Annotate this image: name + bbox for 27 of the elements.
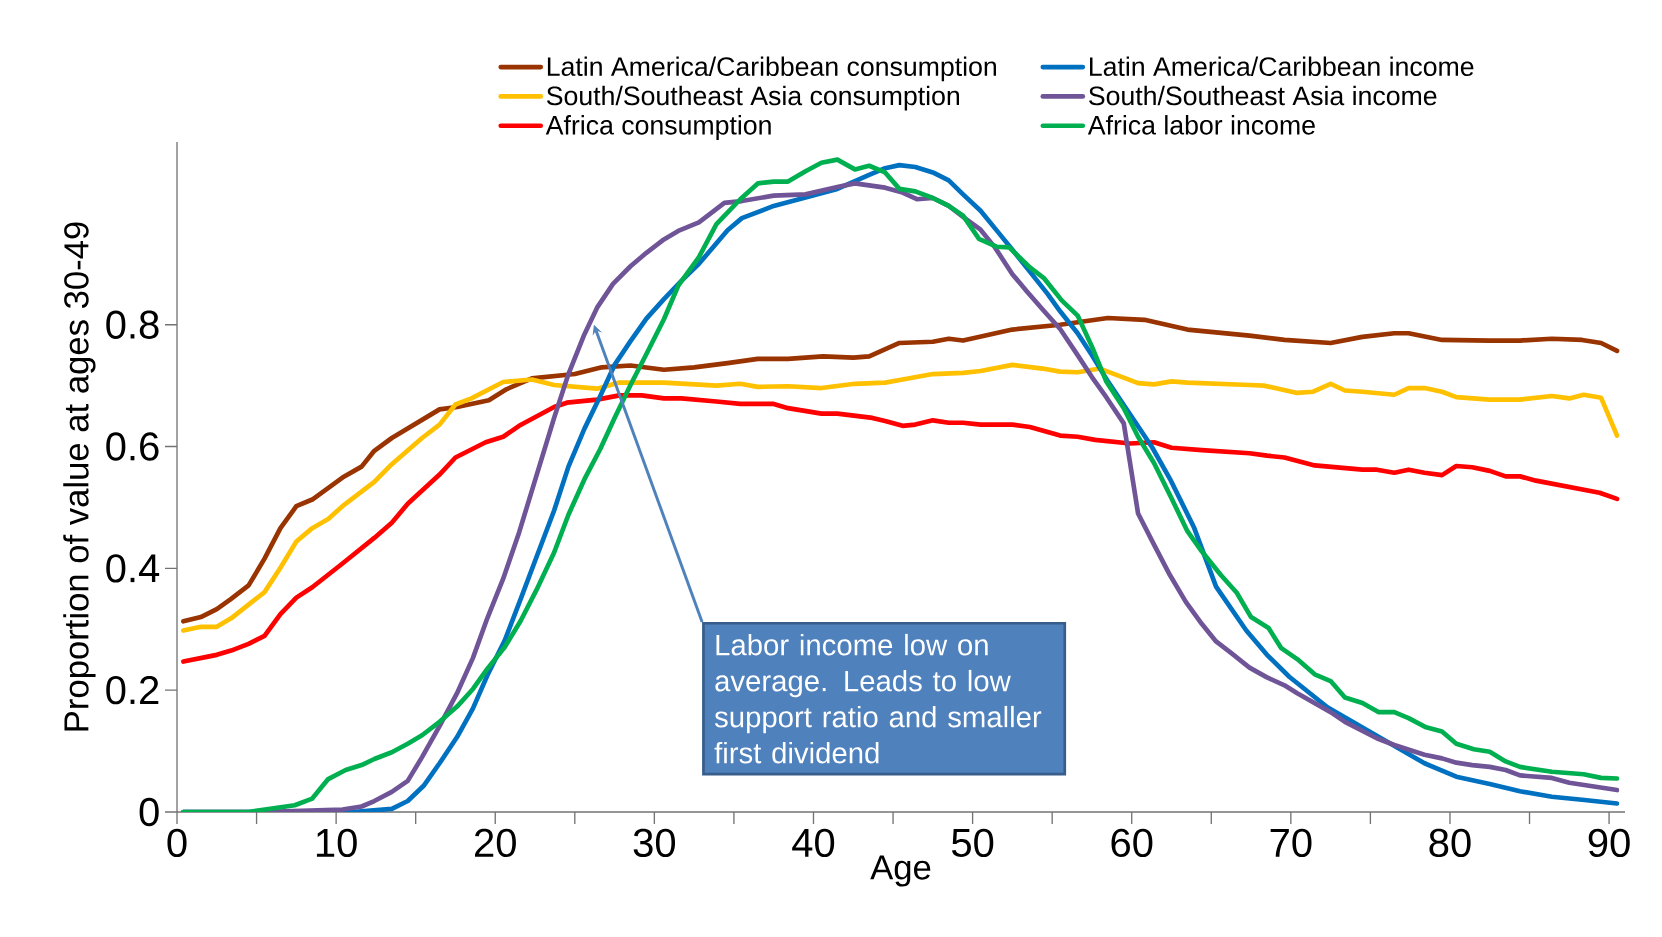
legend-label: South/Southeast Asia consumption — [546, 85, 959, 111]
x-tick-label: 50 — [951, 828, 994, 858]
x-tick-label: 10 — [316, 828, 357, 858]
x-tick-label: 70 — [1270, 828, 1312, 858]
legend-label: South/Southeast Asia income — [1089, 85, 1437, 106]
x-tick-label: 0 — [167, 828, 187, 858]
x-tick-label: 30 — [633, 828, 676, 858]
legend-label: Africa consumption — [545, 115, 771, 140]
x-tick-label: 20 — [475, 828, 516, 858]
line-series — [181, 315, 1620, 624]
x-tick-label: 60 — [1111, 828, 1153, 858]
y-tick-label: 0.8 — [106, 310, 159, 339]
x-tick-label: 40 — [792, 828, 835, 858]
y-tick-label: 0 — [139, 797, 159, 827]
x-tick-label: 80 — [1429, 828, 1471, 858]
annotation: Labor income low on average. Leads to low support ratio and smaller first dividend — [714, 633, 1042, 764]
legend-label: Africa labor income — [1087, 115, 1315, 135]
y-tick-label: 0.2 — [106, 676, 159, 705]
legend-label: Latin America/Caribbean consumption — [547, 56, 996, 82]
y-axis-title: Proportion of value at ages 30-49 — [63, 222, 96, 731]
x-axis-title: Age — [870, 855, 931, 887]
line-series — [181, 362, 1620, 633]
line-series — [181, 393, 1620, 664]
x-tick-label: 90 — [1588, 828, 1630, 858]
y-tick-label: 0.4 — [106, 554, 160, 583]
legend-label: Latin America/Caribbean income — [1090, 56, 1474, 76]
y-tick-label: 0.6 — [106, 432, 159, 461]
